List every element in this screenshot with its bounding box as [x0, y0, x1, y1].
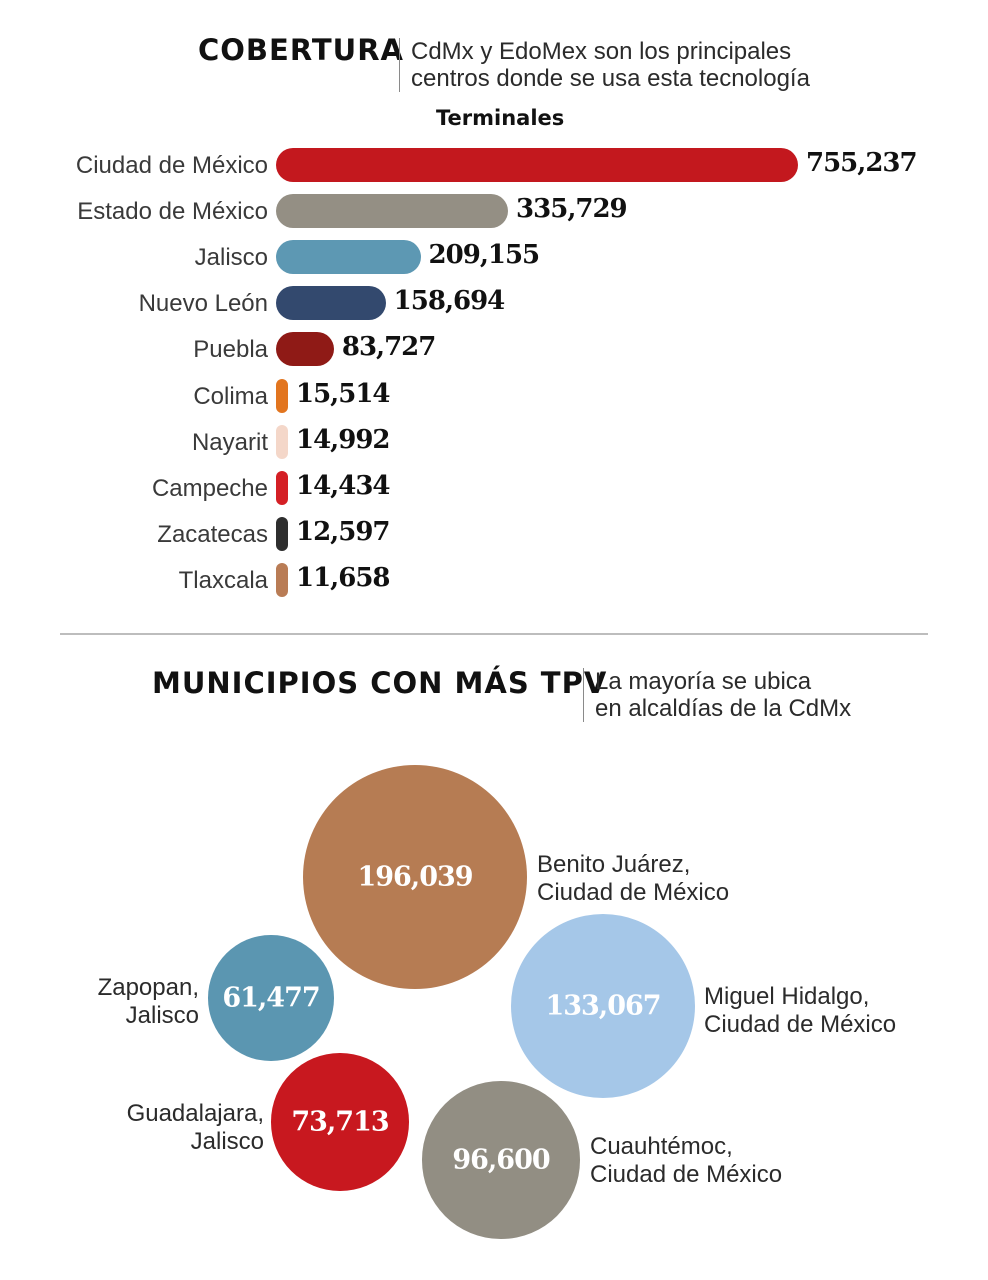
bar — [276, 332, 334, 367]
bar-category-label: Ciudad de México — [75, 152, 268, 179]
bubble-label-line: Jalisco — [190, 1128, 264, 1155]
bar-value-label: 755,237 — [806, 148, 918, 178]
bar — [276, 286, 386, 321]
bar-category-label: Nayarit — [191, 428, 268, 456]
bubble-label-line: Cuauhtémoc, — [590, 1133, 733, 1160]
bar — [276, 194, 509, 229]
bubble-label-line: Miguel Hidalgo, — [704, 983, 870, 1010]
municipios-title: MUNICIPIOS CON MÁS TPV — [152, 666, 608, 700]
bar — [276, 424, 288, 459]
bar — [276, 240, 421, 275]
bar-row: Zacatecas 12,597 — [0, 516, 988, 553]
bubble-category-label: Miguel Hidalgo, Ciudad de México — [704, 983, 896, 1039]
bubble — [422, 1081, 580, 1239]
bar-value-label: 209,155 — [428, 240, 541, 271]
bubble-label-line: Zapopan, — [97, 974, 199, 1001]
bubble-category-label: Benito Juárez, Ciudad de México — [537, 851, 729, 907]
bar — [276, 148, 798, 182]
bubble-value-label: 96,600 — [452, 1144, 550, 1176]
bubble — [510, 913, 696, 1099]
bar-chart-title: Terminales — [436, 106, 565, 130]
bubble-label-line: Guadalajara, — [126, 1100, 264, 1127]
municipios-subtitle-line-2: en alcaldías de la CdMx — [595, 695, 852, 722]
bar-row: Estado de México 335,729 — [0, 194, 988, 230]
bubble-category-label: Cuauhtémoc, Ciudad de México — [590, 1133, 782, 1189]
bar — [276, 378, 288, 413]
bubble-label-line: Benito Juárez, — [537, 851, 691, 878]
bar — [276, 516, 288, 551]
bar-category-label: Estado de México — [77, 198, 268, 226]
bar-value-label: 158,694 — [393, 286, 506, 317]
bar-category-label: Nuevo León — [138, 290, 268, 318]
coverage-subtitle-line-1: CdMx y EdoMex son los principales — [411, 38, 792, 65]
bar-category-label: Puebla — [193, 336, 268, 364]
municipios-subtitle-line-1: La mayoría se ubica — [595, 668, 812, 695]
bar-value-label: 11,658 — [296, 562, 391, 593]
bar-value-label: 14,434 — [296, 470, 391, 501]
bar-value-label: 15,514 — [296, 378, 391, 409]
bar-category-label: Zacatecas — [157, 520, 268, 548]
bar-row: Tlaxcala 11,658 — [0, 562, 988, 599]
bubble — [208, 935, 334, 1061]
bar-value-label: 12,597 — [296, 516, 391, 547]
bar-category-label: Campeche — [151, 474, 268, 502]
bubble-value-label: 133,067 — [545, 990, 661, 1022]
bubble-label-line: Jalisco — [125, 1002, 199, 1029]
bubble-value-label: 61,477 — [222, 982, 320, 1014]
bar-row: Colima 15,514 — [0, 378, 988, 415]
bubble — [271, 1053, 409, 1191]
bar-row: Nuevo León 158,694 — [0, 286, 988, 322]
coverage-subtitle-line-2: centros donde se usa esta tecnología — [411, 65, 810, 92]
bar-category-label: Jalisco — [194, 244, 268, 272]
bar-category-label: Tlaxcala — [178, 566, 268, 594]
bubble-category-label: Zapopan, Jalisco — [98, 974, 199, 1030]
coverage-title: COBERTURA — [198, 33, 404, 67]
bar-value-label: 83,727 — [341, 332, 437, 363]
bubble — [303, 765, 527, 989]
bar-row: Puebla 83,727 — [0, 332, 988, 368]
bar-value-label: 335,729 — [516, 194, 628, 225]
bar-value-label: 14,992 — [296, 424, 391, 455]
bubble-value-label: 196,039 — [357, 861, 473, 893]
bubble-value-label: 73,713 — [291, 1106, 389, 1138]
bar — [276, 562, 288, 597]
bubble-category-label: Guadalajara, Jalisco — [127, 1100, 264, 1156]
bar-row: Jalisco 209,155 — [0, 240, 988, 276]
municipios-subtitle: La mayoría se ubica en alcaldías de la C… — [583, 668, 851, 722]
bar-row: Ciudad de México 755,237 — [0, 148, 988, 184]
bar-category-label: Colima — [193, 382, 268, 410]
section-divider — [60, 633, 928, 635]
bubble-label-line: Ciudad de México — [590, 1161, 783, 1188]
bubble-label-line: Ciudad de México — [704, 1011, 897, 1038]
bar-row: Nayarit 14,992 — [0, 424, 988, 461]
bar-row: Campeche 14,434 — [0, 470, 988, 507]
bar — [276, 470, 288, 505]
coverage-subtitle: CdMx y EdoMex son los principales centro… — [399, 38, 810, 92]
bubble-label-line: Ciudad de México — [537, 879, 730, 906]
